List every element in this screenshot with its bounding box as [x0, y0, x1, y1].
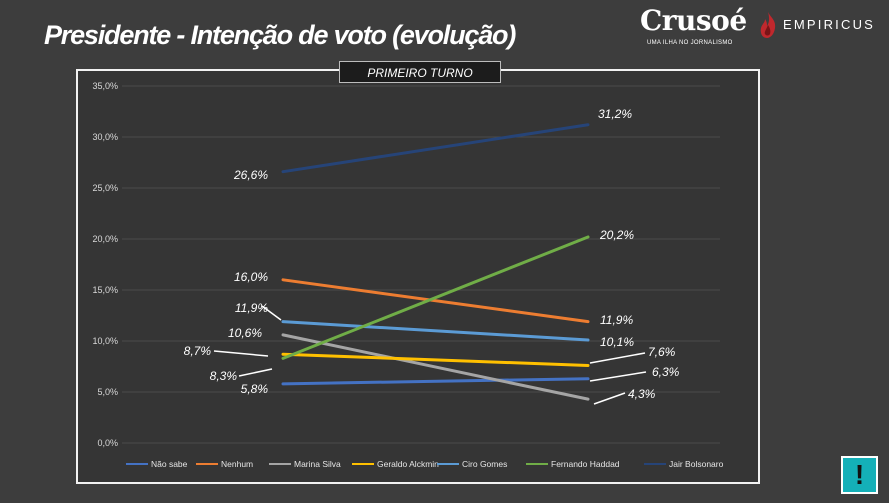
data-label: 20,2%: [599, 228, 634, 242]
y-tick-label: 0,0%: [97, 438, 118, 448]
data-label: 16,0%: [234, 270, 268, 284]
label-leader-line: [589, 352, 646, 364]
series-line: [281, 352, 590, 367]
data-label: 4,3%: [628, 387, 656, 401]
chart-title: PRIMEIRO TURNO: [339, 61, 501, 83]
label-leader-line: [213, 350, 269, 357]
y-tick-label: 25,0%: [92, 183, 118, 193]
data-label: 31,2%: [598, 107, 632, 121]
series-line: [281, 123, 590, 174]
alert-badge[interactable]: !: [841, 456, 878, 494]
series-line: [281, 235, 590, 360]
y-tick-label: 15,0%: [92, 285, 118, 295]
series-line: [281, 278, 590, 324]
empiricus-logo: EMPIRICUS: [783, 17, 876, 32]
legend-label: Nenhum: [221, 459, 253, 469]
data-label: 8,7%: [184, 344, 212, 358]
label-leader-line: [593, 392, 626, 405]
page-title: Presidente - Intenção de voto (evolução): [44, 20, 516, 50]
legend-label: Marina Silva: [294, 459, 341, 469]
y-tick-label: 35,0%: [92, 81, 118, 91]
crusoe-tagline: UMA ILHA NO JORNALISMO: [647, 40, 733, 46]
crusoe-logo: Crusoé: [640, 4, 747, 37]
label-leader-line: [261, 305, 282, 321]
y-tick-label: 30,0%: [92, 132, 118, 142]
data-label: 11,9%: [235, 301, 268, 315]
legend-label: Ciro Gomes: [462, 459, 507, 469]
legend-label: Não sabe: [151, 459, 188, 469]
data-label: 6,3%: [652, 365, 680, 379]
series-line: [281, 320, 590, 342]
data-label: 11,9%: [600, 313, 633, 327]
y-tick-label: 5,0%: [97, 387, 118, 397]
y-tick-label: 10,0%: [92, 336, 118, 346]
label-leader-line: [589, 371, 647, 382]
data-label: 5,8%: [241, 382, 269, 396]
data-label: 7,6%: [648, 345, 676, 359]
data-label: 8,3%: [210, 369, 238, 383]
legend-label: Geraldo Alckmin: [377, 459, 439, 469]
label-leader-line: [238, 368, 273, 377]
data-label: 26,6%: [233, 168, 268, 182]
data-label: 10,6%: [228, 326, 262, 340]
series-line: [281, 377, 590, 386]
empiricus-flame-icon: [760, 12, 776, 38]
legend-label: Jair Bolsonaro: [669, 459, 724, 469]
data-label: 10,1%: [600, 335, 634, 349]
legend-label: Fernando Haddad: [551, 459, 620, 469]
series-line: [281, 333, 590, 401]
y-tick-label: 20,0%: [92, 234, 118, 244]
